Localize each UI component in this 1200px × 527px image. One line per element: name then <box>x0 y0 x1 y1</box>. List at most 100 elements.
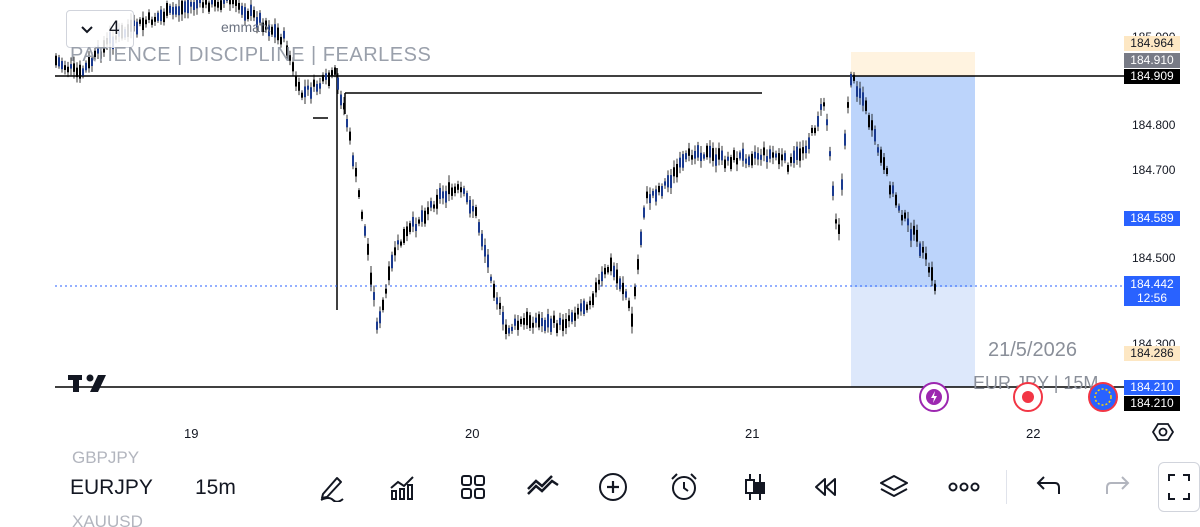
candle-body <box>865 100 867 111</box>
fullscreen-button[interactable] <box>1158 462 1200 512</box>
candle-body <box>175 6 177 15</box>
candle-body <box>229 0 231 5</box>
candle-body <box>721 150 723 161</box>
candle-body <box>505 324 507 334</box>
chart-settings-button[interactable] <box>1151 420 1175 449</box>
alert-button[interactable] <box>667 470 701 504</box>
candle-body <box>343 102 345 110</box>
candle-body <box>454 186 456 194</box>
candle-body <box>367 243 369 255</box>
record-button[interactable] <box>1013 382 1043 412</box>
candle-body <box>655 189 657 202</box>
candle-body <box>910 229 912 241</box>
candle-body <box>727 156 729 161</box>
candle-body <box>550 318 552 332</box>
candle-body <box>874 129 876 142</box>
candle-body <box>886 168 888 175</box>
time-axis[interactable]: 19 20 21 22 <box>0 418 1200 448</box>
candle-body <box>490 276 492 281</box>
candle-body <box>157 12 159 21</box>
globe-button[interactable] <box>1088 382 1118 412</box>
candle-body <box>460 187 462 193</box>
candle-body <box>526 311 528 326</box>
candle-body <box>346 118 348 128</box>
candle-body <box>682 154 684 168</box>
toolbar-divider <box>1006 470 1007 504</box>
candle-body <box>235 0 237 6</box>
symbol-next[interactable]: XAUUSD <box>72 512 143 527</box>
candle-body <box>427 207 429 215</box>
drawing-tools-button[interactable] <box>315 470 349 504</box>
candle-body <box>607 266 609 273</box>
candle-body <box>895 194 897 206</box>
candle-body <box>508 327 510 334</box>
candle-body <box>850 73 852 86</box>
redo-button[interactable] <box>1102 470 1136 504</box>
candle-body <box>466 193 468 203</box>
candle-body <box>847 102 849 108</box>
candle-body <box>880 149 882 163</box>
candle-body <box>313 79 315 87</box>
record-icon <box>1022 391 1034 403</box>
candle-body <box>295 75 297 87</box>
indicators-button[interactable] <box>385 470 419 504</box>
chart-type-button[interactable] <box>738 470 772 504</box>
position-stop-zone[interactable] <box>851 52 975 76</box>
candle-body <box>484 244 486 257</box>
candle-body <box>712 148 714 161</box>
position-profit-zone[interactable] <box>851 76 975 287</box>
candle-body <box>187 0 189 14</box>
candle-body <box>859 88 861 99</box>
replay-button[interactable] <box>808 470 842 504</box>
undo-button[interactable] <box>1030 470 1064 504</box>
lightning-icon <box>926 389 942 405</box>
candle-body <box>853 74 855 81</box>
fullscreen-icon <box>1168 474 1190 500</box>
bottom-toolbar: GBPJPY EURJPY XAUUSD 15m <box>0 448 1200 527</box>
candle-body <box>835 219 837 224</box>
candle-body <box>844 133 846 146</box>
candle-body <box>775 153 777 158</box>
candle-body <box>337 77 339 90</box>
candle-body <box>334 67 336 75</box>
candle-body <box>97 45 99 54</box>
candle-body <box>85 62 87 71</box>
candle-body <box>592 293 594 306</box>
candle-body <box>856 86 858 97</box>
candle-body <box>637 259 639 270</box>
candle-body <box>619 278 621 290</box>
candle-body <box>73 63 75 72</box>
candle-body <box>94 50 96 57</box>
candle-body <box>91 58 93 67</box>
candle-body <box>361 211 363 219</box>
watermark-title: PATIENCE | DISCIPLINE | FEARLESS <box>70 44 432 66</box>
layout-button[interactable] <box>456 470 490 504</box>
layers-button[interactable] <box>877 470 911 504</box>
symbol-current[interactable]: EURJPY <box>70 476 153 499</box>
orange-level-price-label: 184.286 <box>1124 346 1180 361</box>
compare-button[interactable] <box>526 470 560 504</box>
candle-body <box>511 326 513 331</box>
candle-body <box>811 127 813 133</box>
candle-body <box>823 102 825 107</box>
more-button[interactable] <box>947 470 981 504</box>
candle-body <box>349 131 351 141</box>
add-button[interactable] <box>596 470 630 504</box>
last-price-label: 184.442 12:56 <box>1124 276 1180 306</box>
lightning-button[interactable] <box>919 382 949 412</box>
candle-body <box>241 5 243 15</box>
candle-body <box>826 119 828 126</box>
candle-body <box>214 0 216 7</box>
candle-body <box>568 315 570 322</box>
interval-button[interactable]: 15m <box>195 476 236 499</box>
price-scale[interactable]: 185.000 184.800 184.700 184.500 184.300 … <box>1124 0 1200 418</box>
symbol-prev[interactable]: GBPJPY <box>72 448 140 467</box>
alarm-icon <box>671 473 697 500</box>
candle-body <box>88 55 90 69</box>
price-chart[interactable] <box>0 0 1124 418</box>
chart-area[interactable]: 4 emmafx PATIENCE | DISCIPLINE | FEARLES… <box>0 0 1200 418</box>
candle-body <box>790 156 792 163</box>
candle-body <box>667 175 669 188</box>
interval-selector[interactable]: 4 <box>66 10 134 48</box>
candle-body <box>601 271 603 282</box>
